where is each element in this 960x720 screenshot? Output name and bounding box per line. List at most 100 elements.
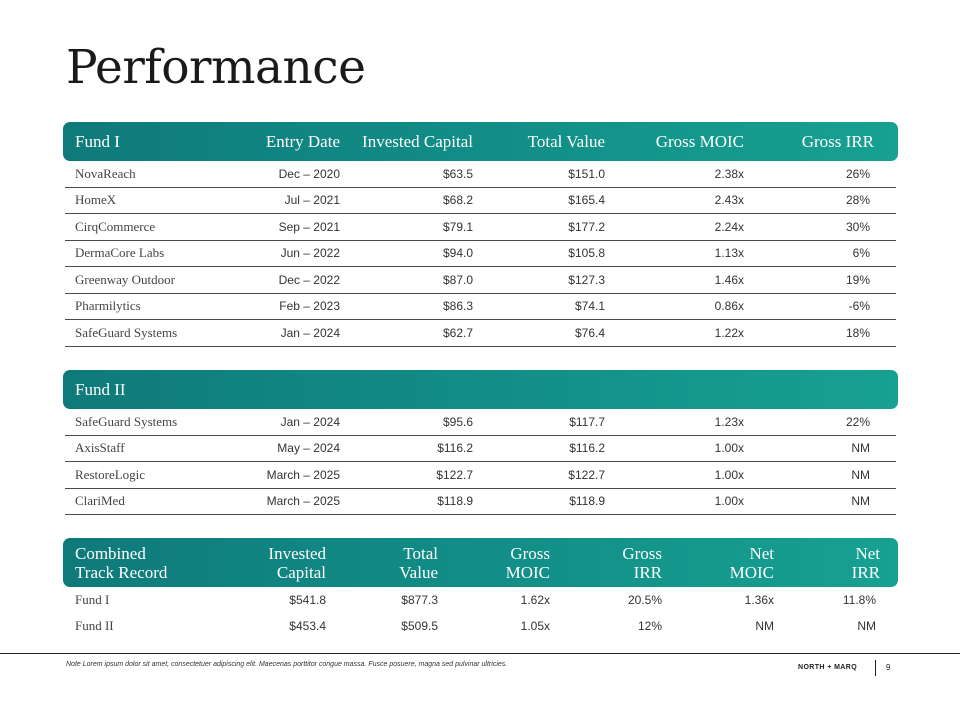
fund-2-header-fund: Fund II bbox=[75, 379, 126, 399]
fund-1-row-name: CirqCommerce bbox=[75, 218, 156, 234]
fund-2-row-cell: $118.9 bbox=[437, 494, 473, 509]
fund-2-row-cell: March – 2025 bbox=[266, 467, 340, 482]
fund-1-row: HomeX Jul – 2021 $68.2 $165.4 2.43x 28% bbox=[65, 188, 896, 214]
fund-2-row-cell: $116.2 bbox=[569, 441, 605, 456]
fund-1-row-cell: Jun – 2022 bbox=[280, 246, 340, 261]
combined-header-line: Net bbox=[749, 543, 774, 563]
fund-2-row-cell: 1.00x bbox=[714, 494, 744, 509]
fund-2-row-cell: $122.7 bbox=[436, 467, 473, 482]
combined-header-line: Combined bbox=[75, 543, 146, 563]
combined-header-line: Capital bbox=[276, 562, 326, 582]
header-invested-capital: Invested Capital bbox=[362, 131, 473, 151]
combined-header-line: IRR bbox=[851, 562, 880, 582]
combined-row-name: Fund I bbox=[75, 592, 110, 607]
fund-1-row-cell: $86.3 bbox=[442, 299, 473, 314]
fund-2-row: RestoreLogic March – 2025 $122.7 $122.7 1.00… bbox=[65, 462, 896, 489]
fund-2-row: ClariMed March – 2025 $118.9 $118.9 1.00x NM bbox=[65, 489, 896, 515]
fund-2-row-cell: $122.7 bbox=[568, 467, 605, 482]
fund-1-row-cell: Dec – 2022 bbox=[278, 272, 340, 287]
fund-1-header-fund: Fund I bbox=[75, 131, 120, 151]
combined-row: Fund I $541.8 $877.3 1.62x 20.5% 1.36x 11.8% bbox=[65, 587, 896, 613]
fund-1-row-cell: $62.7 bbox=[442, 325, 473, 340]
combined-row-cell: 12% bbox=[637, 619, 662, 633]
header-entry-date: Entry Date bbox=[265, 131, 340, 151]
fund-1-row-name: Pharmilytics bbox=[75, 298, 141, 314]
fund-1-row-name: DermaCore Labs bbox=[75, 245, 165, 261]
combined-header-row: Combined Track Record Invested Capital Total… bbox=[63, 538, 898, 587]
combined-row-cell: 1.05x bbox=[520, 619, 550, 633]
fund-1-row-cell: $68.2 bbox=[442, 193, 473, 208]
header-gross-moic: Gross MOIC bbox=[655, 131, 744, 151]
fund-1-row-cell: 30% bbox=[845, 219, 870, 234]
fund-2-row-cell: May – 2024 bbox=[277, 441, 340, 456]
combined-header-line: Gross bbox=[510, 543, 550, 563]
combined-header-cell: Net MOIC bbox=[662, 544, 774, 582]
fund-2-row-cell: NM bbox=[851, 494, 870, 509]
fund-2-body: SafeGuard Systems Jan – 2024 $95.6 $117.7 1.… bbox=[63, 409, 898, 515]
combined-header-cell: Invested Capital bbox=[225, 544, 326, 582]
fund-1-row-cell: 28% bbox=[845, 193, 870, 208]
combined-row-name: Fund II bbox=[75, 618, 114, 633]
fund-2-row-cell: 22% bbox=[845, 414, 870, 429]
fund-2-row-cell: 1.23x bbox=[714, 414, 744, 429]
fund-1-row-cell: 2.38x bbox=[714, 166, 744, 181]
combined-table: Combined Track Record Invested Capital Total… bbox=[63, 538, 898, 639]
fund-1-row-cell: $79.1 bbox=[442, 219, 473, 234]
fund-1-row-cell: $177.2 bbox=[568, 219, 605, 234]
fund-2-row-cell: $116.2 bbox=[437, 441, 473, 456]
fund-1-row-cell: $87.0 bbox=[442, 272, 473, 287]
fund-1-row-cell: $105.8 bbox=[568, 246, 605, 261]
page-title: Performance bbox=[66, 40, 366, 95]
footer-divider bbox=[0, 653, 960, 654]
fund-2-row-cell: $95.6 bbox=[442, 414, 473, 429]
combined-row-cell: 1.36x bbox=[744, 593, 774, 607]
fund-2-row-cell: NM bbox=[851, 467, 870, 482]
fund-1-row-name: SafeGuard Systems bbox=[75, 324, 178, 340]
combined-header-cell: Gross MOIC bbox=[438, 544, 550, 582]
fund-2-row-cell: 1.00x bbox=[714, 467, 744, 482]
combined-header-cell: Gross IRR bbox=[550, 544, 662, 582]
fund-1-row-cell: 6% bbox=[852, 246, 870, 261]
combined-header-line: MOIC bbox=[729, 562, 774, 582]
fund-2-row-cell: 1.00x bbox=[714, 441, 744, 456]
fund-1-row-name: HomeX bbox=[75, 192, 117, 208]
fund-1-row-cell: 19% bbox=[845, 272, 870, 287]
combined-header-line: IRR bbox=[633, 562, 662, 582]
combined-row: Fund II $453.4 $509.5 1.05x 12% NM NM bbox=[65, 613, 896, 639]
fund-1-row-cell: 26% bbox=[845, 166, 870, 181]
fund-2-table: Fund II SafeGuard Systems Jan – 2024 $95.6… bbox=[63, 370, 898, 515]
combined-header-line: Total bbox=[403, 543, 438, 563]
combined-header-line: Value bbox=[399, 562, 438, 582]
page-number: 9 bbox=[886, 663, 891, 672]
fund-1-row-cell: $94.0 bbox=[442, 246, 473, 261]
fund-2-row-name: AxisStaff bbox=[75, 440, 125, 456]
fund-2-row: SafeGuard Systems Jan – 2024 $95.6 $117.7 1.… bbox=[65, 409, 896, 436]
combined-header-cell: Combined Track Record bbox=[63, 544, 225, 582]
combined-row-cell: 20.5% bbox=[627, 593, 662, 607]
fund-2-row-name: RestoreLogic bbox=[75, 466, 146, 482]
fund-1-row: NovaReach Dec – 2020 $63.5 $151.0 2.38x 26% bbox=[65, 161, 896, 188]
fund-1-row: DermaCore Labs Jun – 2022 $94.0 $105.8 1.13x… bbox=[65, 241, 896, 267]
fund-1-row: Pharmilytics Feb – 2023 $86.3 $74.1 0.86x -6% bbox=[65, 294, 896, 320]
combined-row-cell: NM bbox=[857, 619, 876, 633]
fund-2-header-row: Fund II bbox=[63, 370, 898, 409]
combined-header-line: Track Record bbox=[75, 562, 168, 582]
fund-1-body: NovaReach Dec – 2020 $63.5 $151.0 2.38x 26% Ho… bbox=[63, 161, 898, 347]
combined-header-line: Gross bbox=[622, 543, 662, 563]
fund-1-row-name: Greenway Outdoor bbox=[75, 271, 175, 287]
combined-row-cell: $453.4 bbox=[289, 619, 326, 633]
combined-row-cell: $877.3 bbox=[401, 593, 438, 607]
combined-row-cell: $509.5 bbox=[401, 619, 438, 633]
combined-body: Fund I $541.8 $877.3 1.62x 20.5% 1.36x 11.8% Fu… bbox=[63, 587, 898, 639]
combined-header-line: Net bbox=[855, 543, 880, 563]
fund-1-row-cell: 1.13x bbox=[714, 246, 744, 261]
brand-logo: NORTH + MARQ bbox=[798, 664, 858, 671]
combined-row-cell: $541.8 bbox=[289, 593, 326, 607]
fund-1-row: SafeGuard Systems Jan – 2024 $62.7 $76.4 1.2… bbox=[65, 320, 896, 347]
fund-1-row-cell: $127.3 bbox=[568, 272, 605, 287]
combined-header-line: Invested bbox=[268, 543, 326, 563]
fund-1-row: Greenway Outdoor Dec – 2022 $87.0 $127.3 1.4… bbox=[65, 267, 896, 294]
fund-2-row-name: SafeGuard Systems bbox=[75, 413, 178, 429]
fund-1-row-cell: Jul – 2021 bbox=[284, 193, 340, 208]
fund-1-row-cell: Dec – 2020 bbox=[278, 166, 340, 181]
